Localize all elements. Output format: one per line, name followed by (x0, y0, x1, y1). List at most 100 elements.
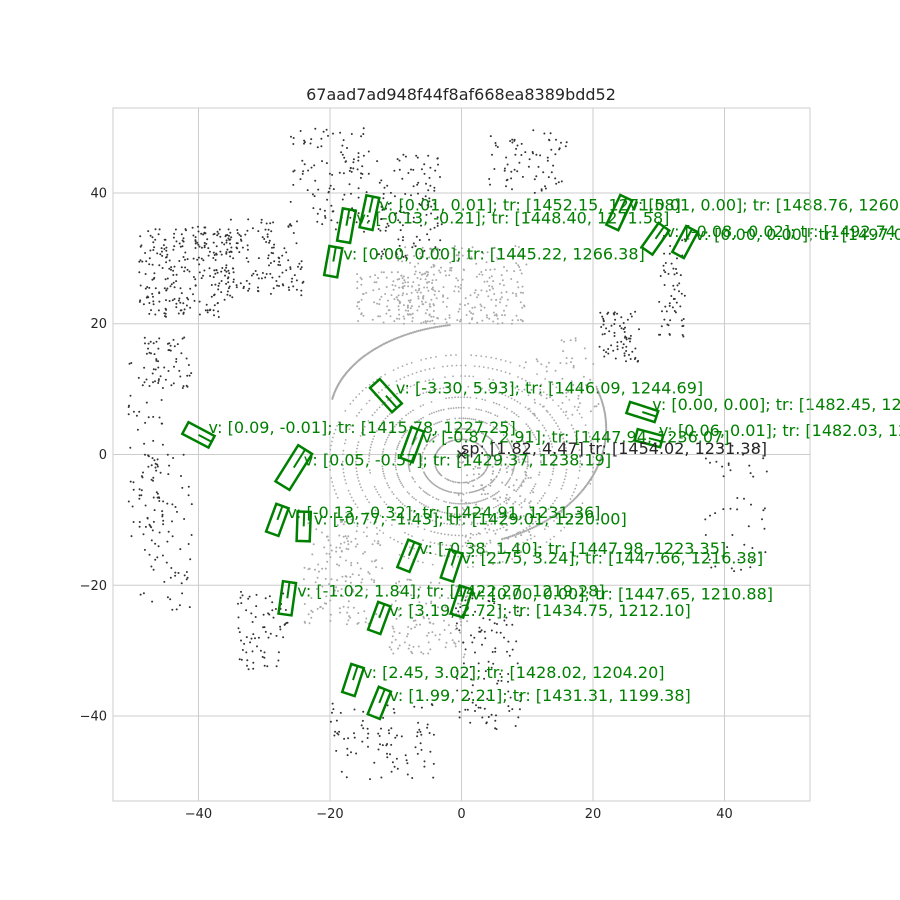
lidar-point (425, 551, 428, 554)
lidar-point (186, 374, 189, 377)
lidar-point (226, 248, 229, 251)
lidar-point (246, 664, 248, 667)
lidar-point (349, 493, 351, 495)
lidar-point (132, 488, 135, 491)
lidar-point (444, 376, 446, 378)
lidar-point (524, 518, 526, 521)
lidar-point (399, 249, 402, 252)
lidar-point (421, 255, 424, 258)
lidar-point (455, 607, 457, 610)
lidar-point (444, 270, 447, 272)
lidar-point (303, 139, 306, 142)
lidar-point (366, 727, 369, 730)
lidar-point (490, 275, 493, 278)
lidar-point (613, 323, 616, 325)
lidar-point (473, 365, 476, 367)
lidar-point (412, 619, 415, 622)
lidar-point (462, 406, 465, 409)
lidar-point (504, 420, 507, 422)
y-tick-label: −20 (80, 579, 107, 594)
lidar-point (278, 275, 281, 278)
lidar-point (457, 260, 460, 263)
lidar-point (203, 241, 206, 244)
lidar-point (501, 322, 504, 324)
lidar-point (680, 292, 683, 295)
lidar-point (422, 539, 424, 542)
lidar-point (496, 682, 499, 685)
lidar-point (612, 349, 615, 352)
lidar-point (440, 266, 442, 269)
lidar-point (392, 627, 395, 630)
lidar-point (328, 187, 331, 190)
lidar-point (406, 363, 408, 366)
lidar-point (521, 438, 523, 441)
lidar-point (388, 646, 391, 649)
lidar-point (455, 407, 458, 409)
lidar-point (524, 470, 527, 473)
lidar-point (355, 752, 358, 755)
lidar-point (332, 132, 334, 135)
lidar-point (356, 444, 359, 447)
lidar-point (561, 401, 564, 404)
lidar-point (500, 463, 503, 466)
lidar-point (749, 472, 752, 475)
lidar-point (554, 369, 557, 372)
lidar-point (515, 314, 518, 317)
lidar-point (663, 252, 666, 255)
lidar-point (492, 311, 495, 314)
lidar-point (333, 432, 335, 435)
lidar-point (189, 558, 192, 561)
lidar-point (430, 401, 433, 403)
lidar-point (350, 564, 353, 567)
lidar-point (297, 265, 299, 268)
lidar-point (714, 565, 717, 568)
lidar-point (436, 157, 439, 160)
lidar-point (169, 344, 172, 347)
lidar-point (385, 207, 387, 210)
lidar-point (456, 492, 459, 494)
lidar-point (536, 502, 539, 504)
lidar-point (391, 635, 394, 638)
lidar-point (467, 539, 470, 542)
lidar-point (430, 602, 433, 605)
lidar-point (200, 246, 203, 249)
lidar-point (418, 486, 421, 489)
lidar-point (519, 485, 521, 487)
lidar-point (384, 373, 386, 376)
lidar-point (419, 586, 422, 589)
lidar-point (431, 279, 434, 282)
lidar-point (464, 708, 467, 711)
lidar-point (161, 254, 164, 257)
lidar-point (257, 257, 260, 260)
lidar-point (565, 395, 568, 398)
lidar-point (396, 298, 399, 301)
lidar-point (377, 391, 380, 394)
lidar-point (548, 484, 550, 487)
lidar-point (169, 576, 172, 579)
lidar-point (465, 314, 468, 316)
lidar-point (521, 377, 523, 380)
lidar-point (403, 279, 406, 282)
lidar-point (407, 647, 410, 650)
lidar-point (359, 567, 362, 570)
lidar-point (487, 367, 490, 369)
lidar-point (529, 534, 532, 537)
lidar-point (389, 315, 392, 318)
lidar-point (492, 426, 495, 428)
lidar-point (281, 254, 284, 257)
lidar-point (487, 716, 490, 718)
lidar-point (507, 465, 510, 468)
lidar-point (524, 406, 527, 409)
lidar-point (447, 441, 450, 443)
lidar-point (352, 590, 355, 593)
lidar-point (167, 530, 170, 533)
lidar-point (722, 475, 725, 478)
lidar-point (492, 470, 495, 473)
lidar-point (177, 299, 180, 302)
lidar-point (500, 291, 503, 294)
lidar-point (385, 276, 388, 279)
lidar-point (314, 179, 317, 182)
lidar-point (495, 631, 498, 634)
lidar-point (431, 508, 434, 510)
lidar-point (324, 216, 327, 219)
